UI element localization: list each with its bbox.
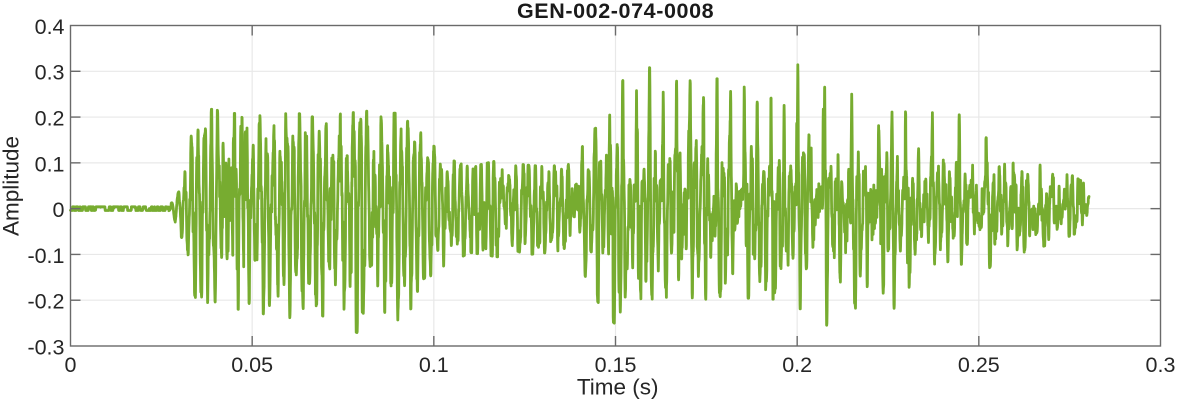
svg-text:Time (s): Time (s) [577,375,659,400]
svg-text:0.05: 0.05 [231,353,273,377]
svg-text:0.15: 0.15 [595,353,637,377]
svg-text:GEN-002-074-0008: GEN-002-074-0008 [517,0,714,23]
svg-text:0.3: 0.3 [1146,353,1176,377]
svg-text:0.3: 0.3 [35,61,65,85]
svg-text:0: 0 [53,198,65,222]
svg-text:0.2: 0.2 [35,107,65,131]
svg-text:Amplitude: Amplitude [0,136,24,236]
svg-text:0.1: 0.1 [35,152,65,176]
svg-text:-0.2: -0.2 [27,290,64,314]
svg-text:-0.1: -0.1 [27,244,64,268]
svg-text:0: 0 [65,353,77,377]
svg-text:-0.3: -0.3 [27,335,64,359]
svg-text:0.4: 0.4 [35,15,65,39]
svg-text:0.25: 0.25 [958,353,1000,377]
svg-text:0.1: 0.1 [419,353,449,377]
svg-text:0.2: 0.2 [782,353,812,377]
